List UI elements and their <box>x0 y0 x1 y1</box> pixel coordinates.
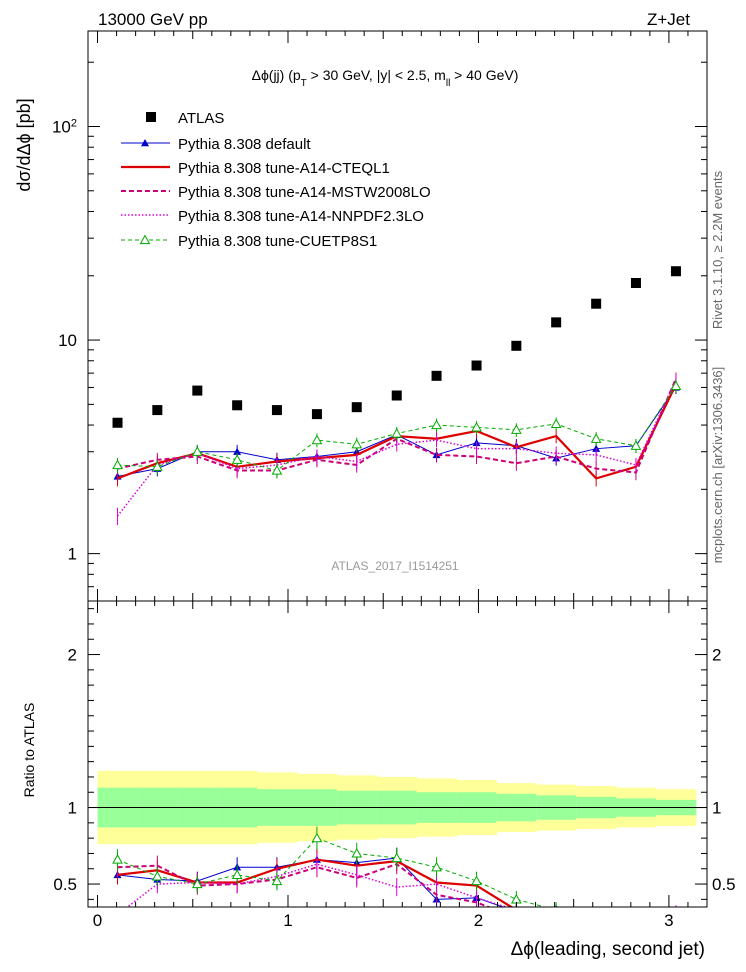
ratio-series-group <box>112 826 677 907</box>
data-point <box>510 424 522 434</box>
data-point <box>391 428 403 438</box>
legend-label: Pythia 8.308 tune-CUETP8S1 <box>178 233 377 250</box>
x-tick-label: 3 <box>664 911 673 930</box>
ratio-point <box>471 875 482 886</box>
ratio-y-tick-label-right: 1 <box>712 799 721 818</box>
ratio-series-4 <box>112 826 558 907</box>
data-point <box>311 409 322 420</box>
legend-entry: Pythia 8.308 tune-CUETP8S1 <box>121 233 377 250</box>
data-point <box>670 380 682 391</box>
x-tick-label: 2 <box>474 911 483 930</box>
ratio-point <box>271 875 283 886</box>
data-point <box>351 402 362 413</box>
legend-entry: Pythia 8.308 default <box>121 136 311 153</box>
legend-label: Pythia 8.308 tune-A14-CTEQL1 <box>178 160 390 177</box>
data-point <box>112 417 123 428</box>
ratio-point <box>231 869 243 879</box>
data-point <box>231 454 243 464</box>
mcplots-text: mcplots.cern.ch [arXiv:1306.3436] <box>710 367 725 564</box>
legend-entry: Pythia 8.308 tune-A14-CTEQL1 <box>121 160 390 177</box>
ratio-frame <box>87 600 708 908</box>
legend-label: Pythia 8.308 tune-A14-MSTW2008LO <box>178 184 431 201</box>
y-axis-label: dσ/dΔϕ [pb] <box>14 98 34 191</box>
x-tick-label: 0 <box>93 911 102 930</box>
ratio-point <box>151 870 163 881</box>
data-point <box>550 418 562 428</box>
y-tick-exponent: 2 <box>71 117 77 129</box>
ratio-point <box>191 878 203 889</box>
data-point <box>233 447 242 455</box>
data-point <box>590 433 602 443</box>
data-point <box>152 405 163 416</box>
data-point <box>591 298 602 309</box>
data-point <box>311 434 323 445</box>
x-axis-label: Δϕ(leading, second jet) <box>511 939 705 960</box>
ratio-point <box>431 861 442 872</box>
ratio-series-clipped <box>112 826 677 907</box>
ratio-y-tick-label-right: 0.5 <box>712 875 736 894</box>
legend-entry: Pythia 8.308 tune-A14-NNPDF2.3LO <box>121 208 424 225</box>
series-atlas <box>112 266 681 428</box>
legend-entry: Pythia 8.308 tune-A14-MSTW2008LO <box>121 184 431 201</box>
legend: ATLAS Pythia 8.308 default Pythia 8.308 tu… <box>121 110 431 250</box>
y-tick-label: 10 <box>58 331 77 350</box>
y-tick-label: 102 <box>52 117 77 136</box>
y-tick-label: 1 <box>68 545 77 564</box>
data-point <box>431 370 442 381</box>
legend-marker <box>141 139 149 147</box>
ratio-point <box>391 852 403 863</box>
main-series-group <box>112 266 682 526</box>
legend-label: ATLAS <box>178 110 224 127</box>
data-point <box>192 385 203 396</box>
data-point <box>471 360 482 371</box>
ratio-point <box>351 847 363 858</box>
header-right: Z+Jet <box>647 10 690 29</box>
data-point <box>271 405 282 416</box>
data-point <box>630 440 642 450</box>
legend-label: Pythia 8.308 tune-A14-NNPDF2.3LO <box>178 208 424 225</box>
legend-entry: ATLAS <box>146 110 224 127</box>
data-point <box>232 400 243 411</box>
data-point <box>391 390 402 401</box>
data-point <box>151 461 163 471</box>
series-line <box>116 379 677 517</box>
data-point <box>670 266 681 277</box>
axes-group: 0 1 2 3 1 10 102 0.5 0.5 1 1 2 2 <box>52 30 736 930</box>
data-point <box>551 317 562 328</box>
legend-label: Pythia 8.308 default <box>178 136 311 153</box>
ratio-uncertainty-bands <box>88 770 707 845</box>
data-point <box>191 446 203 456</box>
legend-marker <box>146 112 156 122</box>
ratio-y-tick-label: 2 <box>68 646 77 665</box>
data-point <box>431 419 442 430</box>
data-point <box>471 421 482 432</box>
series-4 <box>112 379 682 479</box>
legend-marker <box>139 234 151 245</box>
data-point <box>351 438 363 449</box>
data-point <box>271 464 283 475</box>
ratio-point <box>311 832 323 843</box>
ratio-y-tick-label: 0.5 <box>53 875 77 894</box>
ratio-point <box>112 854 123 864</box>
ratio-y-tick-label: 1 <box>68 799 77 818</box>
data-point <box>511 340 522 351</box>
data-point <box>112 459 123 470</box>
header-left: 13000 GeV pp <box>98 10 208 29</box>
x-tick-label: 1 <box>283 911 292 930</box>
ratio-y-axis-label: Ratio to ATLAS <box>21 703 37 798</box>
ratio-y-tick-label-right: 2 <box>712 646 721 665</box>
rivet-version-text: Rivet 3.1.10, ≥ 2.2M events <box>710 170 725 329</box>
analysis-watermark: ATLAS_2017_I1514251 <box>331 559 459 573</box>
data-point <box>630 278 641 289</box>
